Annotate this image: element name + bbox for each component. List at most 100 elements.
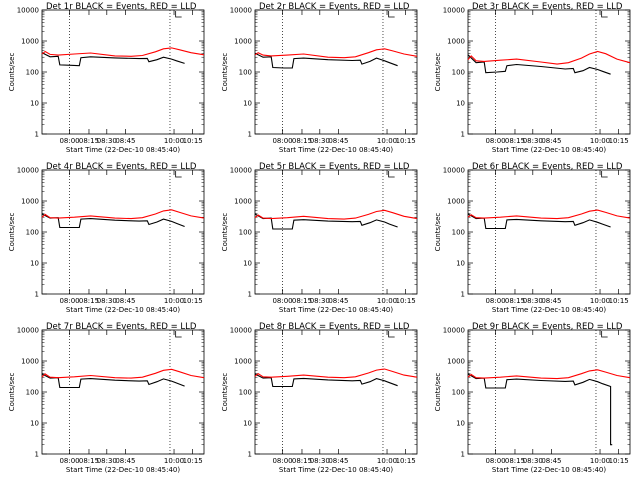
- y-axis-label: Counts/sec: [221, 53, 229, 92]
- x-tick-label: 08:45: [115, 137, 135, 145]
- y-tick-label: 1: [35, 291, 39, 299]
- series-lld: [467, 369, 631, 380]
- x-tick-label: 10:15: [396, 137, 416, 145]
- y-tick-label: 1000: [447, 198, 465, 206]
- x-tick-label: 08:30: [97, 297, 117, 305]
- x-tick-label: 08:00: [59, 457, 79, 465]
- y-tick-label: 10000: [230, 167, 252, 175]
- series-events: [41, 373, 185, 389]
- y-axis-label: Counts/sec: [221, 213, 229, 252]
- x-axis-label: Start Time (22-Dec-10 08:45:40): [66, 146, 180, 154]
- x-tick-label: 08:45: [328, 137, 348, 145]
- x-axis-label: Start Time (22-Dec-10 08:45:40): [492, 146, 606, 154]
- y-tick-label: 1: [461, 291, 465, 299]
- y-tick-label: 1000: [447, 38, 465, 46]
- series-events: [254, 52, 398, 69]
- x-tick-label: 10:00: [164, 137, 184, 145]
- panel-title: Det 8r BLACK = Events, RED = LLD: [259, 322, 410, 332]
- panel-title: Det 5r BLACK = Events, RED = LLD: [259, 162, 410, 172]
- series-lld: [467, 209, 631, 220]
- series-events: [254, 373, 398, 388]
- y-tick-label: 1: [35, 451, 39, 459]
- x-axis-label: Start Time (22-Dec-10 08:45:40): [492, 466, 606, 474]
- x-tick-label: 08:30: [523, 137, 543, 145]
- y-axis-label: Counts/sec: [434, 213, 442, 252]
- y-tick-label: 10: [243, 420, 252, 428]
- y-tick-label: 10000: [230, 327, 252, 335]
- x-tick-label: 08:30: [310, 297, 330, 305]
- y-tick-label: 1000: [234, 198, 252, 206]
- attenuator-marker: [601, 11, 608, 18]
- y-tick-label: 1: [461, 131, 465, 139]
- x-tick-label: 08:30: [97, 457, 117, 465]
- plot-frame: [467, 169, 631, 295]
- y-tick-label: 1000: [21, 198, 39, 206]
- y-tick-label: 100: [239, 229, 252, 237]
- x-tick-label: 08:15: [79, 457, 99, 465]
- y-tick-label: 10000: [17, 167, 39, 175]
- y-tick-label: 10: [456, 420, 465, 428]
- attenuator-marker: [175, 171, 182, 178]
- y-tick-label: 10000: [443, 327, 465, 335]
- x-tick-label: 08:30: [523, 457, 543, 465]
- x-axis-label: Start Time (22-Dec-10 08:45:40): [66, 466, 180, 474]
- x-axis-label: Start Time (22-Dec-10 08:45:40): [492, 306, 606, 314]
- x-tick-label: 10:00: [164, 297, 184, 305]
- attenuator-marker: [175, 11, 182, 18]
- x-tick-label: 08:30: [523, 297, 543, 305]
- series-lld: [254, 368, 418, 379]
- panel-det-3: Det 3r BLACK = Events, RED = LLD 1 10 100 10…: [434, 2, 631, 154]
- y-tick-label: 10000: [443, 7, 465, 15]
- panel-det-2: Det 2r BLACK = Events, RED = LLD 1 10 100 10…: [221, 2, 418, 154]
- y-tick-label: 100: [452, 229, 465, 237]
- series-lld: [41, 368, 205, 379]
- x-tick-label: 08:00: [272, 457, 292, 465]
- x-tick-label: 10:15: [396, 457, 416, 465]
- x-axis-label: Start Time (22-Dec-10 08:45:40): [279, 306, 393, 314]
- y-tick-label: 10: [30, 420, 39, 428]
- x-tick-label: 08:45: [541, 297, 561, 305]
- x-tick-label: 08:15: [505, 137, 525, 145]
- series-lld: [41, 209, 205, 220]
- x-tick-label: 10:15: [609, 457, 629, 465]
- x-tick-label: 08:45: [328, 297, 348, 305]
- y-tick-label: 1: [248, 451, 252, 459]
- panel-title: Det 4r BLACK = Events, RED = LLD: [46, 162, 197, 172]
- series-events: [467, 213, 611, 230]
- attenuator-marker: [388, 331, 395, 338]
- x-tick-label: 10:15: [183, 297, 203, 305]
- x-tick-label: 08:15: [505, 297, 525, 305]
- panel-det-7: Det 7r BLACK = Events, RED = LLD 1 10 100 10…: [8, 322, 205, 474]
- series-events: [41, 52, 185, 67]
- y-tick-label: 1: [248, 131, 252, 139]
- y-tick-label: 10: [243, 100, 252, 108]
- y-tick-label: 10000: [17, 7, 39, 15]
- plot-frame: [254, 329, 418, 455]
- x-tick-label: 10:00: [377, 137, 397, 145]
- x-tick-label: 08:45: [541, 137, 561, 145]
- x-tick-label: 08:00: [272, 297, 292, 305]
- panel-title: Det 6r BLACK = Events, RED = LLD: [472, 162, 623, 172]
- panel-title: Det 9r BLACK = Events, RED = LLD: [472, 322, 623, 332]
- panel-det-6: Det 6r BLACK = Events, RED = LLD 1 10 100 10…: [434, 162, 631, 314]
- y-tick-label: 100: [239, 389, 252, 397]
- x-tick-label: 08:00: [272, 137, 292, 145]
- y-tick-label: 1000: [234, 38, 252, 46]
- y-axis-label: Counts/sec: [434, 53, 442, 92]
- y-tick-label: 1: [461, 451, 465, 459]
- x-tick-label: 10:15: [609, 297, 629, 305]
- plot-frame: [467, 329, 631, 455]
- series-lld: [41, 47, 205, 57]
- panel-det-1: Det 1r BLACK = Events, RED = LLD 1 10 100 10…: [8, 2, 205, 154]
- y-tick-label: 10: [456, 260, 465, 268]
- series-events: [41, 213, 185, 229]
- series-lld: [254, 209, 418, 220]
- x-tick-label: 10:00: [590, 297, 610, 305]
- x-tick-label: 10:15: [396, 297, 416, 305]
- x-tick-label: 08:00: [59, 297, 79, 305]
- x-tick-label: 08:30: [310, 137, 330, 145]
- x-tick-label: 08:30: [97, 137, 117, 145]
- plot-frame: [41, 169, 205, 295]
- y-tick-label: 100: [26, 229, 39, 237]
- plot-frame: [254, 169, 418, 295]
